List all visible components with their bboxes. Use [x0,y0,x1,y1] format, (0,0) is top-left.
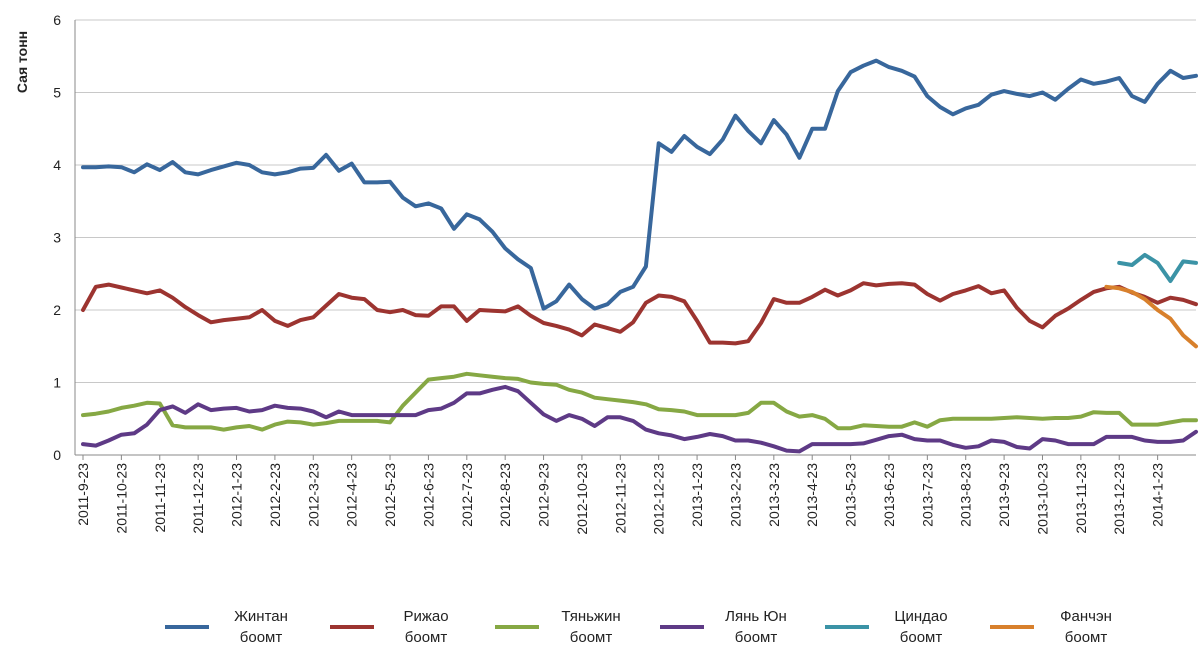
legend-label: Жинтан боомт [234,608,288,646]
legend-label: Тяньжин боомт [561,608,621,646]
x-tick-label: 2012-8-23 [497,463,513,527]
x-tick-label: 2012-10-23 [574,463,590,535]
y-tick-label: 5 [53,85,61,101]
legend-swatch [495,625,539,629]
x-tick-label: 2013-4-23 [804,463,820,527]
legend-label: Лянь Юн боомт [725,608,787,646]
x-tick-label: 2012-7-23 [459,463,475,527]
series-line [81,384,1198,454]
series-line [81,371,1198,432]
legend-label: Рижао боомт [403,608,449,646]
x-tick-label: 2013-3-23 [766,463,782,527]
x-tick-label: 2012-1-23 [229,463,245,527]
legend-item: Рижао боомт [330,606,495,648]
y-tick-label: 2 [53,302,61,318]
legend-swatch [165,625,209,629]
legend-item: Жинтан боомт [165,606,330,648]
legend-item: Лянь Юн боомт [660,606,825,648]
x-tick-label: 2013-5-23 [843,463,859,527]
x-tick-label: 2013-11-23 [1073,463,1089,534]
x-tick-label: 2011-9-23 [75,463,91,526]
series-line [81,58,1198,311]
x-tick-label: 2012-9-23 [536,463,552,527]
series-line [1117,252,1198,283]
y-tick-label: 3 [53,230,61,246]
x-tick-label: 2013-12-23 [1111,463,1127,535]
x-tick-label: 2013-1-23 [689,463,705,527]
x-tick-label: 2012-12-23 [651,463,667,535]
y-tick-label: 6 [53,12,61,28]
legend-item: Циндао боомт [825,606,990,648]
x-tick-label: 2013-9-23 [996,463,1012,527]
series-line [1104,284,1198,349]
legend-item: Тяньжин боомт [495,606,660,648]
x-tick-label: 2013-8-23 [958,463,974,527]
x-tick-label: 2013-6-23 [881,463,897,527]
legend-swatch [330,625,374,629]
legend: Жинтан боомт Рижао боомт Тяньжин боомт Лянь… [165,606,1204,648]
x-tick-label: 2012-5-23 [382,463,398,527]
x-tick-label: 2011-12-23 [190,463,206,534]
legend-label: Циндао боомт [894,608,948,646]
x-tick-label: 2012-2-23 [267,463,283,527]
x-tick-label: 2011-11-23 [152,463,168,533]
x-tick-label: 2013-7-23 [919,463,935,527]
chart: Сая тонн 0 1 2 3 4 5 6 2011-9-23 2011-10-23 2011-… [14,12,1198,535]
legend-swatch [660,625,704,629]
x-tick-label: 2012-4-23 [344,463,360,527]
legend-label: Фанчэн боомт [1060,608,1112,646]
legend-swatch [825,625,869,629]
y-tick-label: 1 [53,375,61,391]
legend-item: Фанчэн боомт [990,606,1155,648]
x-tick-label: 2012-6-23 [420,463,436,527]
legend-swatch [990,625,1034,629]
y-axis-title: Сая тонн [14,31,30,93]
x-tick-label: 2012-3-23 [305,463,321,527]
y-tick-label: 0 [53,447,61,463]
x-tick-label: 2012-11-23 [612,463,628,534]
x-tick-label: 2014-1-23 [1150,463,1166,527]
series-line [81,281,1198,346]
x-tick-label: 2013-10-23 [1034,463,1050,535]
x-tick-label: 2013-2-23 [727,463,743,527]
x-tick-label: 2011-10-23 [113,463,129,534]
y-tick-label: 4 [53,157,61,173]
